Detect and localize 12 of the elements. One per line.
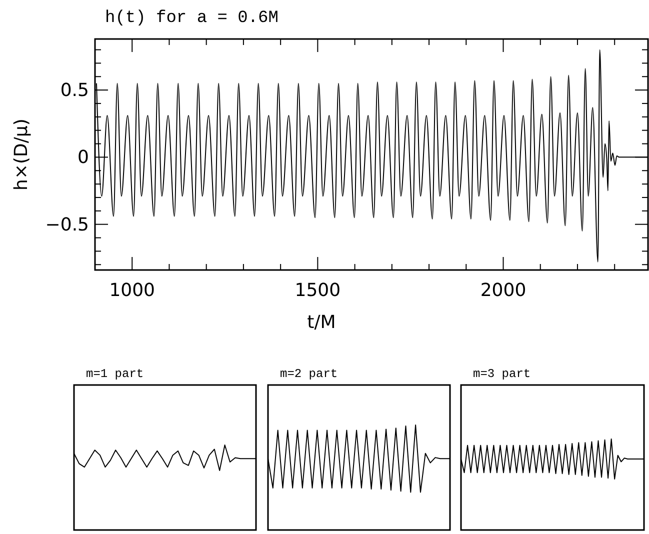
chart-title: m=3 part (473, 367, 531, 381)
x-tick-label: 1500 (294, 280, 341, 301)
chart-title: m=2 part (280, 367, 338, 381)
y-axis-title: h×(D/μ) (11, 118, 32, 190)
x-tick-label: 2000 (480, 280, 526, 301)
x-axis-title: t/M (307, 312, 336, 333)
y-tick-label: 0.5 (60, 80, 89, 102)
chart-title: m=1 part (86, 367, 144, 381)
y-tick-label: −0.5 (45, 214, 89, 236)
x-tick-label: 1000 (109, 280, 156, 301)
chart-title: h(t) for a = 0.6M (105, 9, 278, 28)
y-tick-label: 0 (78, 147, 89, 168)
